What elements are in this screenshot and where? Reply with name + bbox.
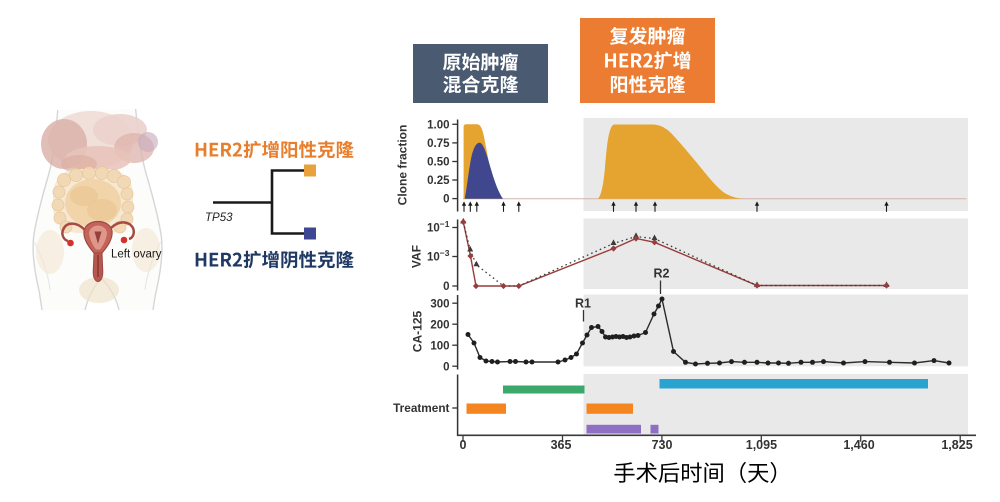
svg-text:300: 300 bbox=[430, 298, 449, 310]
svg-text:200: 200 bbox=[430, 319, 449, 331]
svg-text:730: 730 bbox=[652, 438, 673, 452]
svg-text:Clone fraction: Clone fraction bbox=[396, 125, 410, 206]
svg-text:Treatment: Treatment bbox=[393, 401, 449, 415]
svg-text:0: 0 bbox=[443, 361, 449, 373]
svg-text:VAF: VAF bbox=[410, 245, 424, 268]
svg-text:CA-125: CA-125 bbox=[411, 311, 425, 353]
svg-text:365: 365 bbox=[551, 438, 572, 452]
svg-text:R2: R2 bbox=[654, 267, 670, 281]
svg-text:0.25: 0.25 bbox=[427, 175, 450, 187]
svg-text:100: 100 bbox=[430, 340, 449, 352]
svg-text:0: 0 bbox=[443, 281, 449, 293]
svg-text:1.00: 1.00 bbox=[427, 119, 449, 131]
svg-text:Left ovary: Left ovary bbox=[111, 249, 162, 261]
svg-text:R1: R1 bbox=[575, 297, 591, 311]
svg-text:0: 0 bbox=[443, 194, 449, 206]
svg-text:0.50: 0.50 bbox=[427, 157, 449, 169]
svg-text:1,095: 1,095 bbox=[746, 438, 777, 452]
svg-text:10−3: 10−3 bbox=[427, 248, 450, 264]
svg-text:TP53: TP53 bbox=[205, 212, 233, 224]
svg-text:10−1: 10−1 bbox=[427, 219, 450, 235]
svg-text:0.75: 0.75 bbox=[427, 138, 450, 150]
svg-text:1,460: 1,460 bbox=[843, 438, 874, 452]
svg-text:1,825: 1,825 bbox=[941, 438, 972, 452]
svg-text:0: 0 bbox=[460, 438, 467, 452]
